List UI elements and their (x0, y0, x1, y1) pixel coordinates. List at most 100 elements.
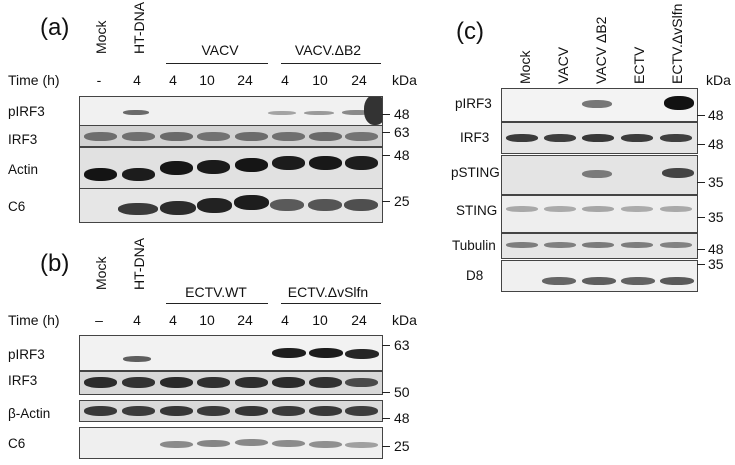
lane-label-vacv-db2: VACV ΔB2 (593, 16, 609, 84)
time-value: 4 (133, 72, 141, 88)
band (122, 377, 155, 388)
band (84, 406, 117, 416)
band (345, 442, 378, 448)
band (660, 134, 692, 142)
band (234, 195, 269, 210)
band (272, 377, 305, 388)
band (272, 348, 306, 358)
band (544, 206, 576, 212)
group-underline (281, 303, 381, 304)
kda-label: kDa (392, 72, 417, 88)
band (160, 441, 193, 448)
band (160, 201, 196, 215)
time-value: – (95, 312, 103, 328)
group-label-vacv: VACV (201, 42, 239, 58)
band (660, 242, 692, 248)
band (309, 441, 342, 448)
band (345, 406, 378, 416)
row-label: D8 (466, 268, 484, 283)
panel-c-label: (c) (456, 18, 484, 45)
band (506, 134, 538, 142)
band (344, 199, 378, 211)
time-value: 24 (351, 72, 367, 88)
band (309, 406, 342, 416)
band (662, 168, 694, 178)
blot-irf3 (79, 125, 383, 147)
band (122, 168, 155, 181)
marker-tick (382, 132, 390, 133)
band (197, 377, 230, 388)
time-value: 10 (199, 72, 215, 88)
row-label: C6 (8, 436, 26, 451)
row-label: pIRF3 (8, 104, 45, 119)
time-label: Time (h) (8, 312, 60, 328)
band (621, 277, 655, 285)
marker-tick (382, 114, 390, 115)
band (268, 111, 296, 115)
marker-label: 35 (708, 209, 724, 225)
kda-label: kDa (392, 312, 417, 328)
marker-tick (382, 201, 390, 202)
group-underline (281, 63, 381, 64)
band (582, 206, 614, 212)
lane-label-mock: Mock (93, 256, 109, 290)
time-value: 4 (169, 72, 177, 88)
band (235, 377, 268, 388)
marker-label: 63 (394, 124, 410, 140)
row-label: STING (456, 203, 498, 218)
kda-label: kDa (706, 72, 731, 88)
band (342, 110, 372, 115)
band (84, 168, 117, 181)
band (235, 158, 268, 172)
band (621, 134, 653, 142)
band (345, 156, 378, 170)
marker-tick (382, 446, 390, 447)
band (309, 156, 342, 170)
band (272, 406, 305, 416)
row-label: β-Actin (8, 406, 51, 421)
marker-label: 50 (394, 384, 410, 400)
time-value: 24 (237, 72, 253, 88)
blot-irf3 (501, 122, 698, 154)
blot-actin (79, 147, 383, 189)
band (123, 356, 151, 362)
band (506, 242, 538, 248)
band (235, 439, 268, 446)
band (345, 349, 379, 359)
lane-label-ht-dna: HT-DNA (131, 237, 147, 290)
time-value: 4 (133, 312, 141, 328)
row-label: C6 (8, 199, 26, 214)
band (197, 160, 230, 174)
time-value: 24 (351, 312, 367, 328)
row-label: IRF3 (460, 130, 490, 145)
time-value: - (96, 72, 102, 88)
band (84, 132, 117, 141)
blot-sting (501, 195, 698, 233)
band (304, 111, 334, 115)
marker-tick (697, 264, 705, 265)
group-label-vacv-db2: VACV.ΔB2 (294, 42, 362, 58)
lane-label-ht-dna: HT-DNA (131, 1, 147, 54)
row-label: Actin (8, 162, 39, 177)
marker-label: 48 (394, 106, 410, 122)
blot-c6 (79, 427, 383, 459)
group-label-ectv-wt: ECTV.WT (185, 284, 247, 300)
group-label-ectv-dvslfn: ECTV.ΔvSlfn (287, 284, 369, 300)
band (272, 132, 305, 141)
band (235, 132, 268, 141)
band (660, 277, 694, 285)
time-value: 4 (169, 312, 177, 328)
band (160, 406, 193, 416)
blot-pirf3 (79, 96, 383, 126)
band (160, 161, 193, 175)
band (272, 156, 305, 170)
band (582, 242, 614, 248)
group-underline (166, 63, 268, 64)
marker-tick (382, 418, 390, 419)
band (309, 348, 343, 358)
lane-label-mock: Mock (517, 50, 533, 84)
band (582, 170, 612, 178)
band (197, 440, 230, 447)
band (582, 277, 616, 285)
panel-a-label: (a) (40, 14, 70, 41)
